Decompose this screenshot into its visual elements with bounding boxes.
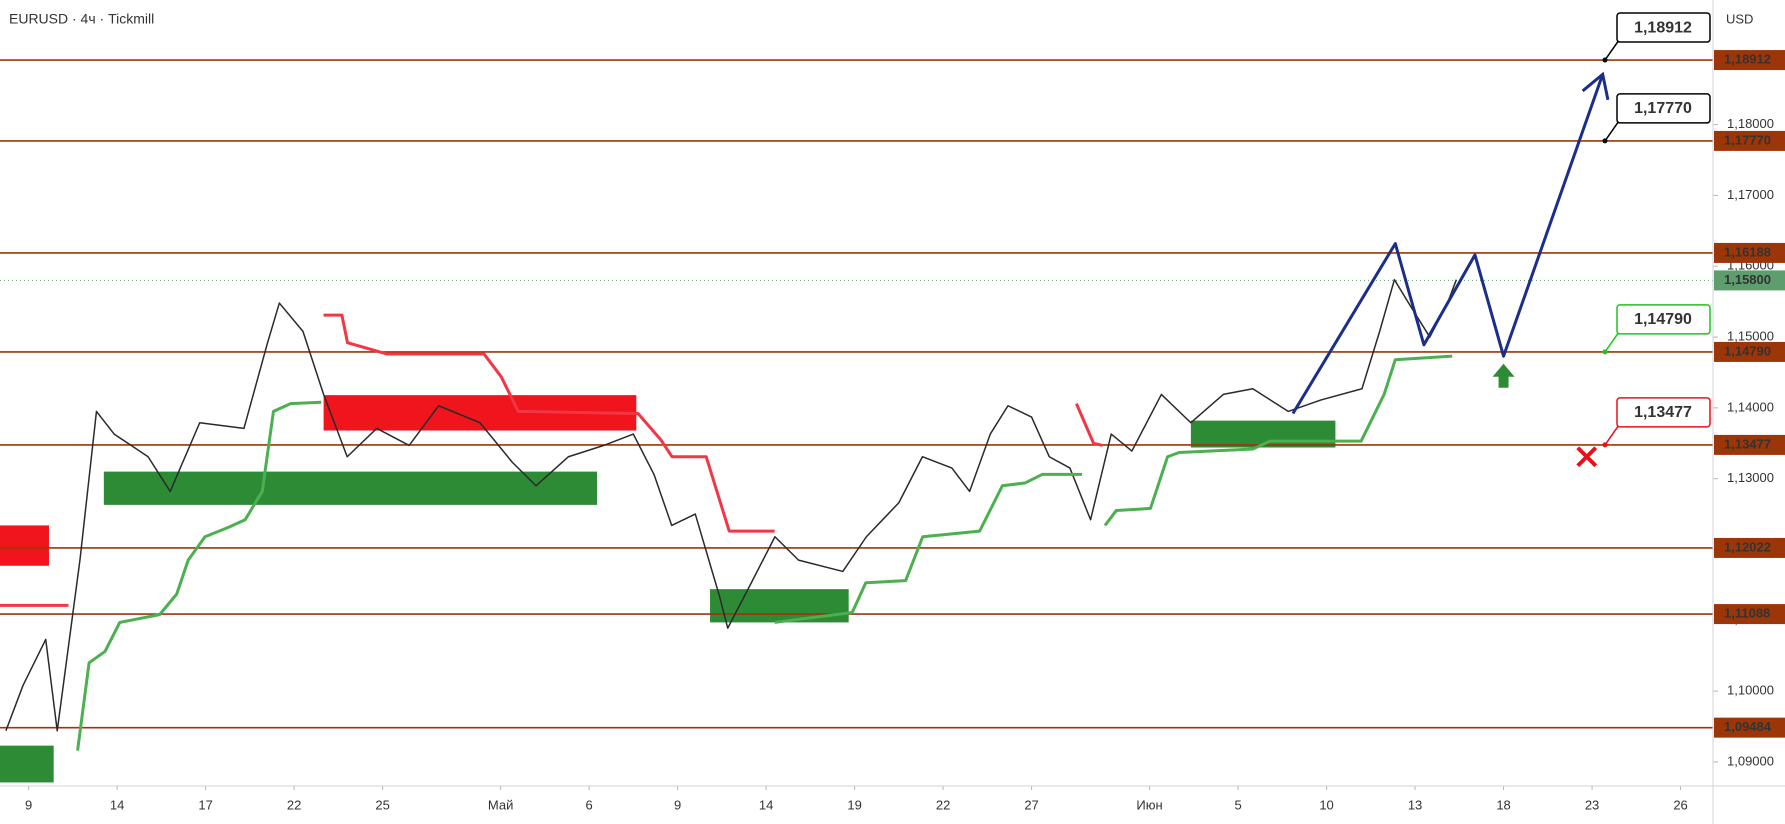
x-tick-label: 9 [25, 797, 32, 812]
chart-title: EURUSD · 4ч · Tickmill [9, 11, 154, 27]
y-axis-label: USD [1726, 11, 1753, 26]
x-tick-label: 22 [936, 797, 950, 812]
series-line [76, 354, 1453, 751]
callout-box [1616, 93, 1711, 124]
y-tick-label: 1,09000 [1727, 753, 1774, 768]
y-tick-label: 1,14000 [1727, 399, 1774, 414]
arrow-marker [1492, 363, 1515, 388]
x-tick-label: 5 [1234, 797, 1241, 812]
x-tick-label: 13 [1408, 797, 1422, 812]
y-tick-label: 1,10000 [1727, 683, 1774, 698]
zone [0, 525, 49, 566]
x-tick-label: 25 [375, 797, 389, 812]
x-tick-label: 27 [1024, 797, 1038, 812]
callout-box [1616, 12, 1711, 43]
level-label: 1,13477 [1724, 436, 1771, 451]
x-tick-label: 14 [110, 797, 124, 812]
level-label: 1,09484 [1724, 719, 1772, 734]
series-line [0, 313, 1104, 607]
last-price-label: 1,15800 [1724, 272, 1771, 287]
series-line [5, 278, 1458, 732]
plot-layer: 1,090001,100001,110001,120001,130001,140… [0, 12, 1785, 812]
zone [0, 745, 54, 783]
x-tick-label: Июн [1136, 797, 1162, 812]
callout-label: 1,13477 [1634, 404, 1692, 421]
level-box [1714, 434, 1785, 455]
x-tick-label: 26 [1673, 797, 1687, 812]
level-label: 1,17770 [1724, 132, 1771, 147]
callout-label: 1,14790 [1634, 311, 1692, 328]
level-box [1714, 341, 1785, 362]
zone [710, 589, 849, 623]
callout-box [1616, 304, 1711, 335]
level-box [1714, 50, 1785, 71]
x-tick-label: 18 [1496, 797, 1510, 812]
zone [103, 471, 598, 505]
callout-label: 1,17770 [1634, 100, 1692, 117]
level-label: 1,18912 [1724, 51, 1771, 66]
x-tick-label: 10 [1319, 797, 1333, 812]
x-tick-label: 22 [287, 797, 301, 812]
callout-label: 1,18912 [1634, 19, 1692, 36]
projection-arrowhead [1581, 71, 1610, 101]
level-label: 1,12022 [1724, 539, 1771, 554]
cross-marker [1576, 446, 1598, 468]
y-tick-label: 1,15000 [1727, 328, 1774, 343]
x-tick-label: 23 [1585, 797, 1599, 812]
level-box [1714, 242, 1785, 263]
x-tick-label: Май [488, 797, 513, 812]
level-box [1714, 604, 1785, 625]
y-tick-label: 1,13000 [1727, 470, 1774, 485]
x-tick-label: 14 [759, 797, 773, 812]
last-price-box [1714, 270, 1785, 291]
x-tick-label: 17 [198, 797, 212, 812]
level-label: 1,16188 [1724, 244, 1771, 259]
level-box [1714, 537, 1785, 558]
callout-box [1616, 397, 1711, 428]
level-box [1714, 717, 1785, 738]
y-tick-label: 1,18000 [1727, 116, 1774, 131]
y-tick-label: 1,17000 [1727, 187, 1774, 202]
x-tick-label: 19 [847, 797, 861, 812]
x-tick-label: 6 [585, 797, 592, 812]
x-tick-label: 9 [674, 797, 681, 812]
series-line [1291, 73, 1605, 415]
level-label: 1,14790 [1724, 343, 1771, 358]
level-label: 1,11088 [1724, 606, 1770, 621]
level-box [1714, 130, 1785, 151]
